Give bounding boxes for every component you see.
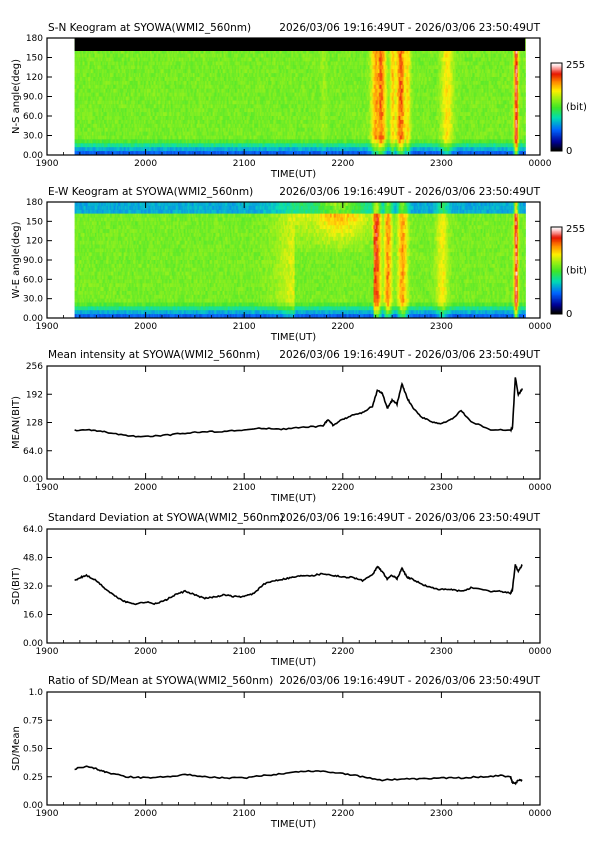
y-tick-label-0-3: 90.0: [23, 93, 43, 103]
y-axis-label-4: SD/Mean: [11, 726, 22, 771]
keogram-image-0: [75, 38, 526, 155]
x-tick-label-2-2: 2100: [233, 483, 256, 493]
chart-title-0: S-N Keogram at SYOWA(WMI2_560nm): [48, 22, 251, 34]
y-tick-label-1-5: 150: [26, 217, 43, 227]
y-axis-label-1: W-E angle(deg): [11, 221, 22, 298]
x-tick-label-0-3: 2200: [331, 159, 354, 169]
x-tick-label-3-0: 1900: [36, 647, 59, 657]
chart-title-1: E-W Keogram at SYOWA(WMI2_560nm): [48, 186, 253, 198]
y-axis-label-3: SD(BIT): [11, 567, 22, 605]
x-axis-label-1: TIME(UT): [270, 332, 316, 343]
time-range-4: 2026/03/06 19:16:49UT - 2026/03/06 23:50…: [279, 675, 540, 687]
x-tick-label-2-1: 2000: [134, 483, 157, 493]
x-tick-label-4-3: 2200: [331, 809, 354, 819]
x-tick-label-1-1: 2000: [134, 322, 157, 332]
y-axis-label-2: MEAN(BIT): [11, 396, 22, 449]
colorbar-1: 255 (bit) 0: [551, 224, 587, 320]
plot-frame-3: [47, 529, 540, 643]
x-tick-label-0-1: 2000: [134, 159, 157, 169]
y-tick-label-1-6: 180: [26, 198, 43, 208]
time-range-0: 2026/03/06 19:16:49UT - 2026/03/06 23:50…: [279, 22, 540, 34]
y-tick-label-3-1: 16.0: [23, 611, 43, 621]
y-tick-label-4-2: 0.50: [23, 745, 43, 755]
x-tick-label-2-4: 2300: [430, 483, 453, 493]
colorbar-max-label-0: 255: [566, 60, 585, 71]
plot-frame-2: [47, 366, 540, 479]
y-tick-label-2-1: 64.0: [23, 447, 43, 457]
y-tick-label-0-4: 120: [26, 73, 43, 83]
x-tick-label-1-2: 2100: [233, 322, 256, 332]
keogram-top-mask: [75, 38, 526, 51]
x-axis-label-0: TIME(UT): [270, 169, 316, 180]
x-axis-label-3: TIME(UT): [270, 657, 316, 668]
x-tick-label-1-5: 0000: [529, 322, 552, 332]
x-axis-label-2: TIME(UT): [270, 493, 316, 504]
y-tick-label-0-1: 30.0: [23, 132, 43, 142]
x-tick-label-1-0: 1900: [36, 322, 59, 332]
y-tick-label-2-4: 256: [26, 362, 43, 372]
y-tick-label-1-1: 30.0: [23, 295, 43, 305]
colorbar-unit-label-0: (bit): [566, 102, 587, 113]
plot-frame-4: [47, 692, 540, 805]
x-tick-label-4-5: 0000: [529, 809, 552, 819]
x-tick-label-4-4: 2300: [430, 809, 453, 819]
y-tick-label-0-6: 180: [26, 34, 43, 44]
x-tick-label-4-2: 2100: [233, 809, 256, 819]
chart-title-2: Mean intensity at SYOWA(WMI2_560nm): [48, 349, 260, 361]
x-tick-label-3-4: 2300: [430, 647, 453, 657]
y-tick-label-3-2: 32.0: [23, 582, 43, 592]
x-axis-label-4: TIME(UT): [270, 819, 316, 830]
x-tick-label-0-0: 1900: [36, 159, 59, 169]
x-tick-label-3-2: 2100: [233, 647, 256, 657]
y-tick-label-2-3: 192: [26, 390, 43, 400]
series-line-2: [75, 377, 523, 436]
x-tick-label-2-5: 0000: [529, 483, 552, 493]
y-tick-label-4-1: 0.25: [23, 773, 43, 783]
chart-title-3: Standard Deviation at SYOWA(WMI2_560nm): [48, 512, 284, 524]
y-tick-label-1-2: 60.0: [23, 275, 43, 285]
y-tick-label-3-4: 64.0: [23, 525, 43, 535]
y-tick-label-3-3: 48.0: [23, 554, 43, 564]
y-tick-label-1-3: 90.0: [23, 256, 43, 266]
x-tick-label-1-3: 2200: [331, 322, 354, 332]
x-tick-label-0-4: 2300: [430, 159, 453, 169]
x-tick-label-4-0: 1900: [36, 809, 59, 819]
colorbar-min-label-1: 0: [566, 309, 572, 320]
x-tick-label-2-3: 2200: [331, 483, 354, 493]
colorbar-max-label-1: 255: [566, 224, 585, 235]
series-line-3: [75, 564, 523, 604]
x-tick-label-0-2: 2100: [233, 159, 256, 169]
y-tick-label-1-4: 120: [26, 237, 43, 247]
series-line-4: [75, 766, 523, 783]
chart-title-4: Ratio of SD/Mean at SYOWA(WMI2_560nm): [48, 675, 273, 687]
colorbar-min-label-0: 0: [566, 146, 572, 157]
y-tick-label-2-2: 128: [26, 419, 43, 429]
x-tick-label-4-1: 2000: [134, 809, 157, 819]
x-tick-label-1-4: 2300: [430, 322, 453, 332]
time-range-1: 2026/03/06 19:16:49UT - 2026/03/06 23:50…: [279, 186, 540, 198]
keogram-image-1: [75, 202, 526, 318]
y-tick-label-0-5: 150: [26, 54, 43, 64]
colorbar-0: 255 (bit) 0: [551, 60, 587, 157]
y-tick-label-4-4: 1.0: [29, 688, 44, 698]
time-range-3: 2026/03/06 19:16:49UT - 2026/03/06 23:50…: [279, 512, 540, 524]
x-tick-label-3-3: 2200: [331, 647, 354, 657]
time-range-2: 2026/03/06 19:16:49UT - 2026/03/06 23:50…: [279, 349, 540, 361]
x-tick-label-2-0: 1900: [36, 483, 59, 493]
y-tick-label-4-3: 0.75: [23, 716, 43, 726]
x-tick-label-3-1: 2000: [134, 647, 157, 657]
y-axis-label-0: N-S angle(deg): [11, 59, 22, 134]
x-tick-label-0-5: 0000: [529, 159, 552, 169]
colorbar-unit-label-1: (bit): [566, 266, 587, 277]
x-tick-label-3-5: 0000: [529, 647, 552, 657]
y-tick-label-0-2: 60.0: [23, 112, 43, 122]
